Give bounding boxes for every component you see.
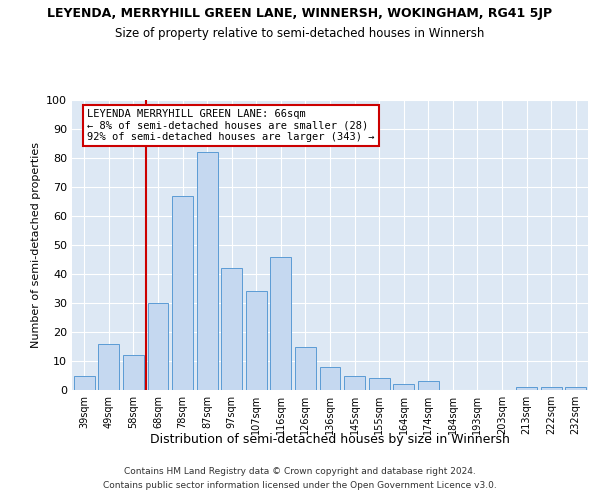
Bar xyxy=(320,367,340,390)
Text: Contains public sector information licensed under the Open Government Licence v3: Contains public sector information licen… xyxy=(103,481,497,490)
Bar xyxy=(541,387,562,390)
Text: LEYENDA MERRYHILL GREEN LANE: 66sqm
← 8% of semi-detached houses are smaller (28: LEYENDA MERRYHILL GREEN LANE: 66sqm ← 8%… xyxy=(88,108,375,142)
Y-axis label: Number of semi-detached properties: Number of semi-detached properties xyxy=(31,142,41,348)
Text: Size of property relative to semi-detached houses in Winnersh: Size of property relative to semi-detach… xyxy=(115,28,485,40)
Bar xyxy=(74,376,95,390)
Bar xyxy=(246,292,267,390)
Bar xyxy=(516,387,537,390)
Text: Contains HM Land Registry data © Crown copyright and database right 2024.: Contains HM Land Registry data © Crown c… xyxy=(124,468,476,476)
Text: Distribution of semi-detached houses by size in Winnersh: Distribution of semi-detached houses by … xyxy=(150,432,510,446)
Bar xyxy=(148,303,169,390)
Text: LEYENDA, MERRYHILL GREEN LANE, WINNERSH, WOKINGHAM, RG41 5JP: LEYENDA, MERRYHILL GREEN LANE, WINNERSH,… xyxy=(47,8,553,20)
Bar xyxy=(197,152,218,390)
Bar xyxy=(172,196,193,390)
Bar xyxy=(368,378,389,390)
Bar xyxy=(344,376,365,390)
Bar xyxy=(271,256,292,390)
Bar xyxy=(418,382,439,390)
Bar xyxy=(123,355,144,390)
Bar xyxy=(221,268,242,390)
Bar xyxy=(98,344,119,390)
Bar xyxy=(393,384,414,390)
Bar xyxy=(295,346,316,390)
Bar xyxy=(565,387,586,390)
